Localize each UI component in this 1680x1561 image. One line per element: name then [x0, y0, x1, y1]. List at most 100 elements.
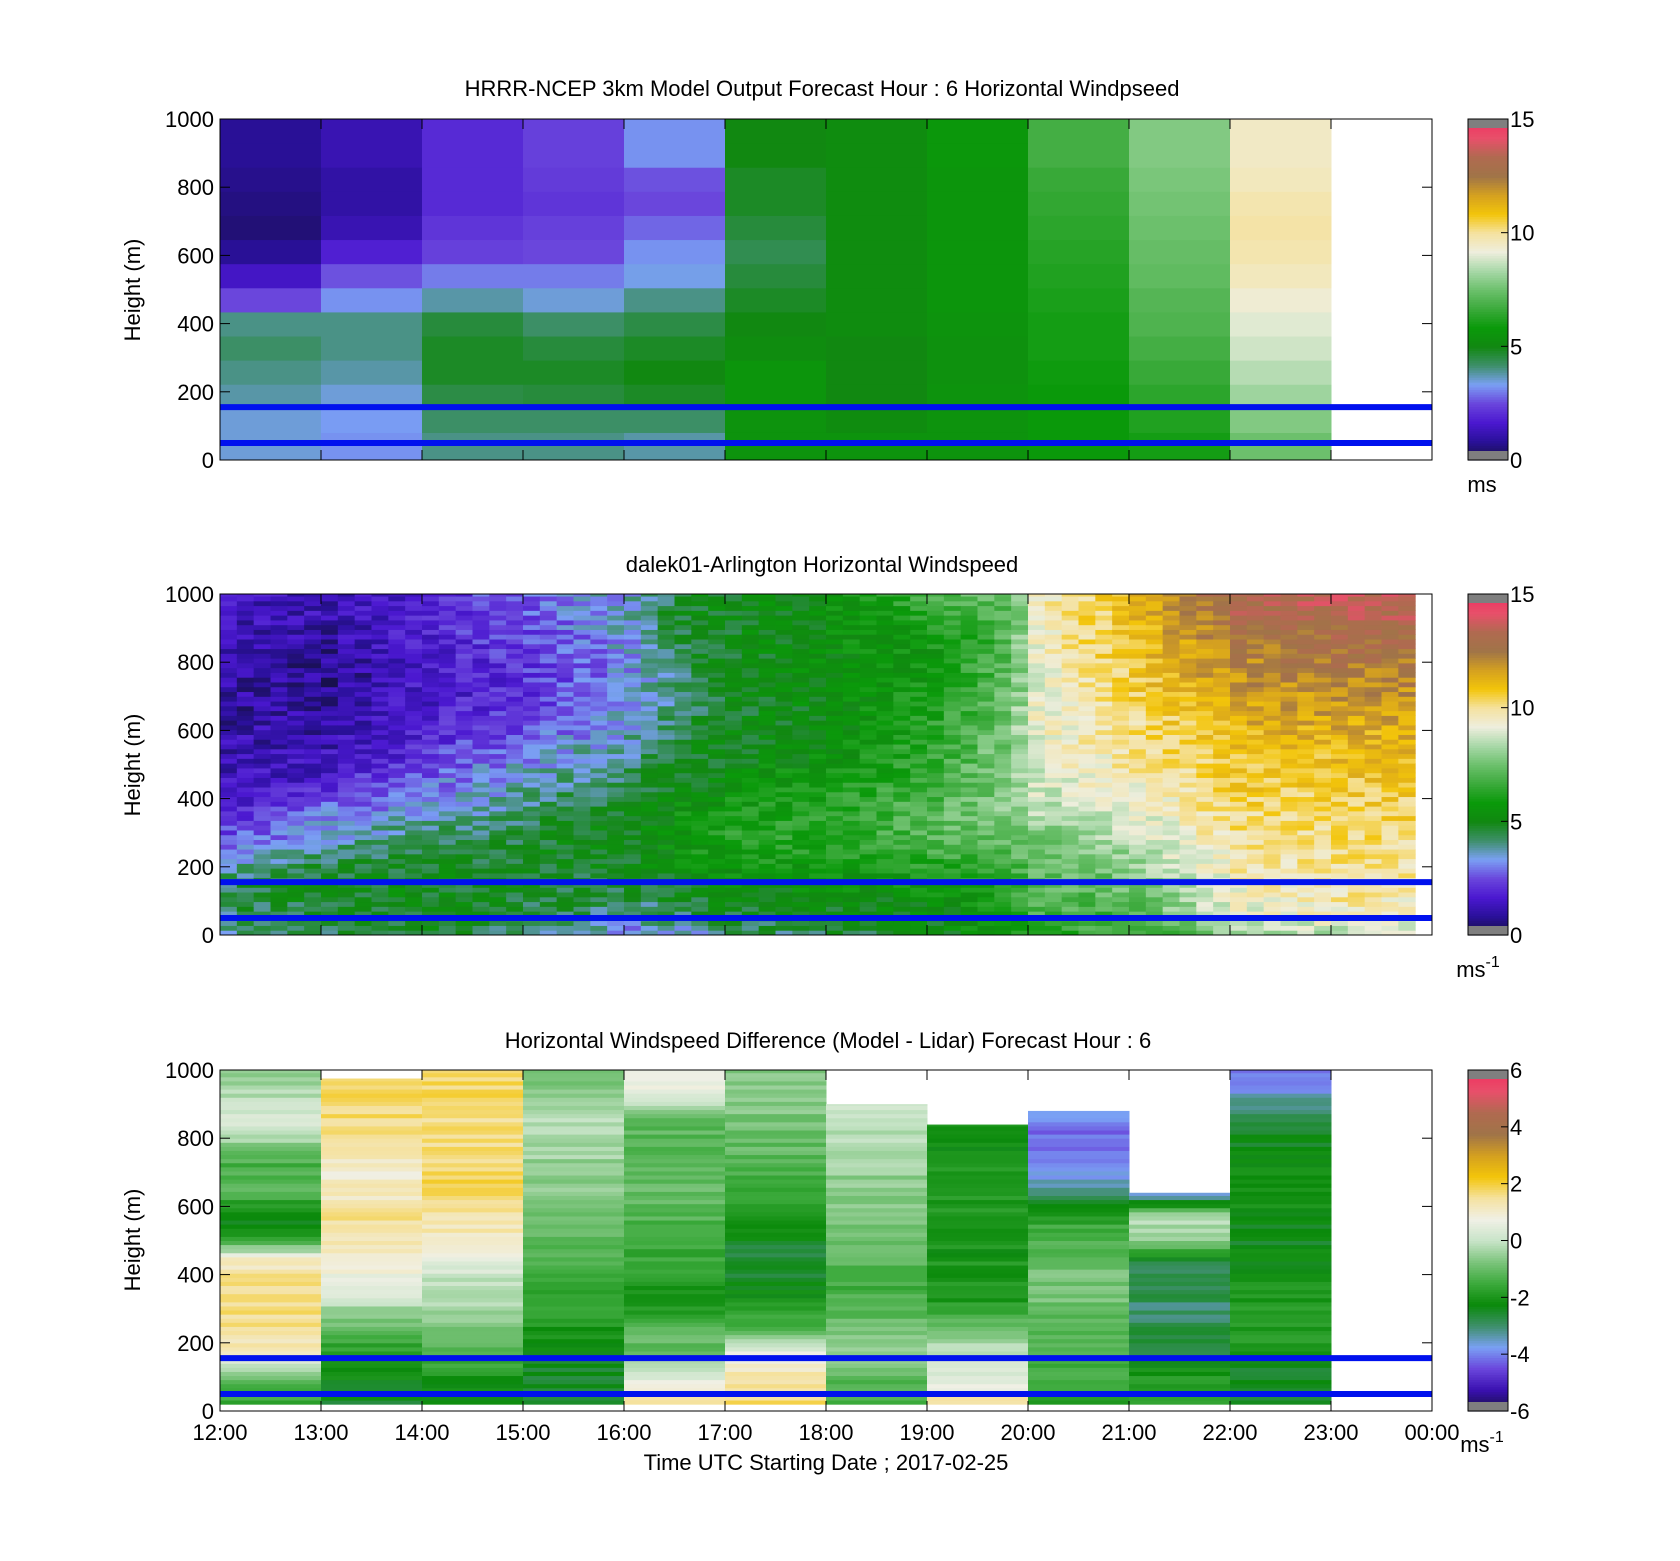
lidar-cell: [910, 930, 928, 936]
model-cell: [220, 119, 322, 144]
lidar-cell: [640, 715, 659, 721]
lidar-cell: [337, 610, 356, 616]
lidar-cell: [455, 815, 473, 821]
lidar-cell: [674, 872, 692, 879]
lidar-cell: [590, 596, 608, 602]
lidar-cell: [1179, 658, 1197, 664]
lidar-cell: [405, 594, 423, 597]
lidar-cell: [388, 829, 406, 836]
lidar-cell: [910, 753, 928, 759]
lidar-cell: [1213, 686, 1231, 693]
lidar-cell: [590, 925, 608, 931]
lidar-cell: [1095, 629, 1113, 635]
lidar-cell: [674, 615, 692, 621]
lidar-cell: [573, 834, 591, 841]
lidar-cell: [674, 820, 692, 826]
lidar-cell: [1179, 791, 1197, 798]
lidar-cell: [640, 710, 659, 716]
lidar-cell: [876, 863, 894, 869]
lidar-cell: [1061, 624, 1079, 630]
lidar-cell: [674, 720, 692, 726]
lidar-cell: [859, 920, 877, 926]
lidar-cell: [388, 868, 406, 874]
lidar-cell: [741, 839, 760, 845]
lidar-cell: [910, 815, 928, 821]
lidar-cell: [640, 930, 659, 936]
lidar-cell: [1129, 643, 1147, 650]
lidar-cell: [1112, 619, 1130, 626]
lidar-cell: [472, 801, 490, 807]
lidar-cell: [1263, 629, 1281, 635]
lidar-cell: [893, 667, 911, 673]
lidar-cell: [1230, 887, 1248, 893]
lidar-cell: [1196, 629, 1214, 635]
lidar-cell: [1044, 853, 1063, 860]
lidar-cell: [725, 810, 743, 817]
lidar-cell: [1011, 596, 1029, 602]
lidar-cell: [1230, 615, 1248, 621]
lidar-cell: [1213, 868, 1231, 874]
lidar-cell: [674, 753, 692, 759]
lidar-cell: [960, 753, 978, 759]
lidar-cell: [859, 930, 877, 936]
lidar-cell: [573, 724, 591, 731]
lidar-cell: [1196, 729, 1214, 735]
lidar-cell: [573, 863, 591, 869]
colorbar-segment: [1468, 291, 1508, 295]
lidar-cell: [607, 806, 625, 812]
lidar-cell: [826, 734, 844, 740]
lidar-cell: [455, 594, 473, 597]
lidar-cell: [1263, 791, 1281, 798]
lidar-cell: [287, 753, 305, 759]
lidar-cell: [472, 724, 490, 731]
lidar-cell: [741, 686, 760, 693]
model-cell: [826, 336, 928, 361]
lidar-cell: [287, 629, 305, 635]
lidar-cell: [1297, 911, 1315, 917]
lidar-cell: [1078, 763, 1096, 769]
lidar-cell: [1196, 853, 1214, 860]
lidar-cell: [472, 920, 490, 926]
lidar-cell: [1011, 648, 1029, 654]
lidar-cell: [1044, 825, 1063, 831]
lidar-cell: [607, 844, 625, 850]
lidar-cell: [725, 634, 743, 640]
lidar-cell: [523, 600, 541, 607]
lidar-cell: [708, 686, 726, 693]
lidar-cell: [270, 720, 288, 726]
lidar-cell: [859, 896, 877, 903]
lidar-cell: [624, 825, 642, 831]
lidar-cell: [842, 600, 861, 607]
lidar-cell: [1280, 610, 1298, 616]
lidar-cell: [1078, 872, 1096, 879]
lidar-cell: [910, 610, 928, 616]
lidar-cell: [321, 887, 339, 893]
lidar-cell: [388, 624, 406, 630]
lidar-cell: [405, 763, 423, 769]
lidar-cell: [640, 634, 659, 640]
lidar-cell: [775, 858, 793, 864]
lidar-cell: [826, 653, 844, 659]
lidar-cell: [977, 658, 995, 664]
lidar-cell: [270, 892, 288, 898]
lidar-cell: [1078, 820, 1096, 826]
lidar-cell: [287, 834, 305, 841]
lidar-cell: [826, 681, 844, 688]
lidar-cell: [236, 686, 255, 693]
lidar-cell: [590, 901, 608, 907]
lidar-cell: [489, 594, 507, 597]
lidar-cell: [1028, 901, 1046, 907]
lidar-cell: [691, 629, 709, 635]
model-cell: [927, 167, 1029, 192]
colorbar-segment: [1468, 287, 1508, 291]
lidar-cell: [691, 615, 709, 621]
lidar-cell: [455, 787, 473, 793]
panel-model-ylabel: Height (m): [120, 239, 145, 342]
lidar-cell: [994, 777, 1012, 783]
lidar-cell: [287, 634, 305, 640]
lidar-cell: [927, 739, 945, 745]
lidar-cell: [590, 634, 608, 640]
lidar-cell: [876, 911, 894, 917]
lidar-cell: [859, 753, 877, 759]
lidar-cell: [1061, 753, 1079, 759]
